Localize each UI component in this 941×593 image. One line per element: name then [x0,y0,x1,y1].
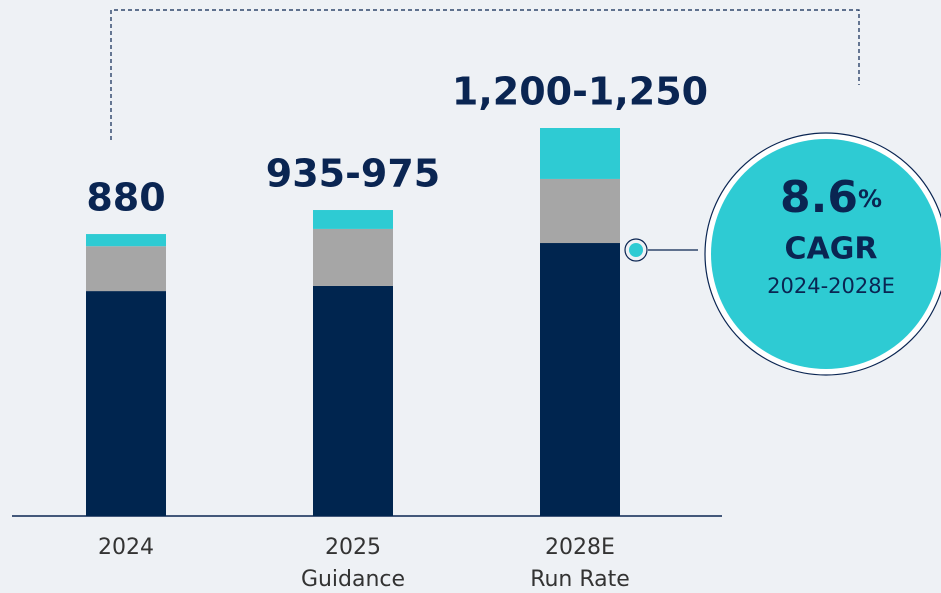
x-tick-label: 2024 [98,535,154,560]
bar-segment [86,291,166,516]
bar-segment [540,128,620,179]
bar-segment [313,210,393,229]
cagr-value: 8.6% [780,172,882,223]
bracket [110,9,860,140]
cagr-unit: % [858,185,882,213]
total-label: 880 [86,176,165,220]
total-label: 935-975 [266,152,440,196]
connector-dot [629,243,643,257]
cagr-period: 2024-2028E [767,274,895,298]
x-tick-label: 2025 [325,535,381,560]
cagr-label: CAGR [785,232,878,267]
bar-segment [86,246,166,292]
bar-segment [540,243,620,517]
total-label: 1,200-1,250 [452,70,708,114]
bar-segment [86,234,166,247]
cagr-number: 8.6 [780,172,858,223]
bubble [711,139,941,369]
x-tick-label: Run Rate [530,567,630,592]
bar-segment [540,178,620,244]
x-tick-label: Guidance [301,567,405,592]
bar-segment [313,228,393,286]
x-tick-label: 2028E [545,535,615,560]
bar-segment [313,285,393,516]
